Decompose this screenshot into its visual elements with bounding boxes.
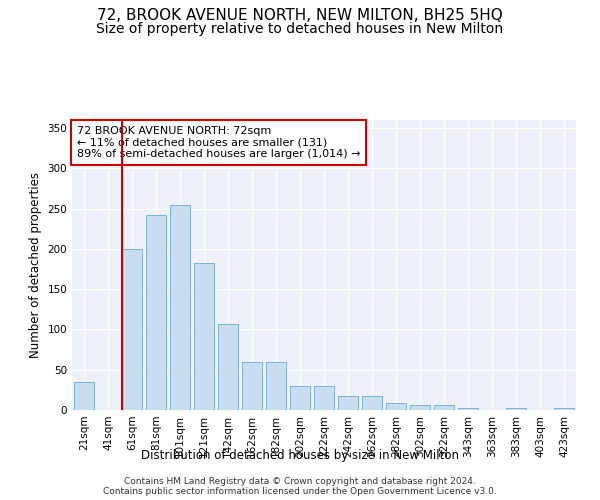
Text: Size of property relative to detached houses in New Milton: Size of property relative to detached ho… <box>97 22 503 36</box>
Text: Contains public sector information licensed under the Open Government Licence v3: Contains public sector information licen… <box>103 486 497 496</box>
Bar <box>122 249 142 410</box>
Bar <box>386 403 406 410</box>
Bar <box>338 396 358 410</box>
Bar <box>410 405 430 410</box>
Text: Contains HM Land Registry data © Crown copyright and database right 2024.: Contains HM Land Registry data © Crown c… <box>124 476 476 486</box>
Bar <box>362 396 382 410</box>
Bar <box>146 215 166 410</box>
Bar <box>194 262 214 410</box>
Bar <box>554 408 574 410</box>
Y-axis label: Number of detached properties: Number of detached properties <box>29 172 42 358</box>
Bar <box>314 386 334 410</box>
Bar <box>170 204 190 410</box>
Bar <box>458 408 478 410</box>
Bar <box>434 405 454 410</box>
Bar <box>218 324 238 410</box>
Text: 72, BROOK AVENUE NORTH, NEW MILTON, BH25 5HQ: 72, BROOK AVENUE NORTH, NEW MILTON, BH25… <box>97 8 503 22</box>
Bar <box>266 362 286 410</box>
Bar <box>74 382 94 410</box>
Text: 72 BROOK AVENUE NORTH: 72sqm
← 11% of detached houses are smaller (131)
89% of s: 72 BROOK AVENUE NORTH: 72sqm ← 11% of de… <box>77 126 361 159</box>
Bar <box>242 362 262 410</box>
Text: Distribution of detached houses by size in New Milton: Distribution of detached houses by size … <box>141 448 459 462</box>
Bar <box>290 386 310 410</box>
Bar <box>506 408 526 410</box>
